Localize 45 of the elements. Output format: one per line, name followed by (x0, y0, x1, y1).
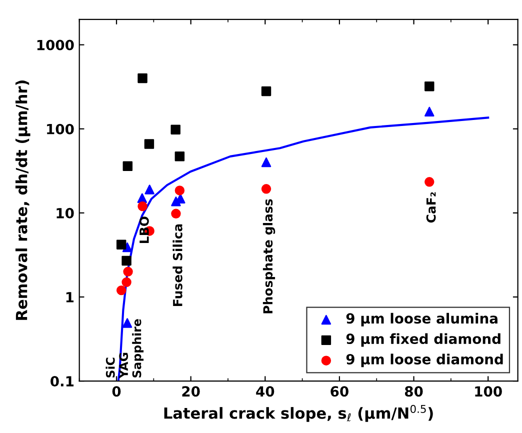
annotation: Sapphire (132, 319, 144, 378)
point (261, 157, 272, 168)
y-tick-label: 0.1 (50, 376, 74, 387)
point (144, 139, 154, 149)
x-tick-label: 20 (182, 386, 200, 397)
point (174, 152, 185, 162)
point (122, 256, 132, 266)
point (123, 266, 133, 277)
legend-label: 9 μm loose alumina (346, 312, 498, 326)
x-axis-title: Lateral crack slope, s$_{ℓ}$ (μm/N$^{0.5}$) (164, 404, 433, 422)
annotation: Fused Silica (172, 224, 182, 306)
annotation: Phosphate glass (262, 199, 276, 314)
point (170, 124, 180, 134)
x-tick-label: 80 (404, 386, 423, 397)
point (171, 208, 181, 219)
y-tick-label: 10 (56, 208, 74, 218)
point (122, 277, 132, 288)
annotation: LBO (139, 216, 149, 243)
annotation: YAG (119, 352, 128, 378)
x-tick-label: 60 (330, 386, 348, 397)
point (261, 86, 272, 96)
x-tick-label: 40 (256, 386, 274, 397)
point (122, 161, 133, 172)
point (138, 201, 148, 212)
point (424, 82, 434, 92)
point (116, 240, 126, 250)
annotation: SiC (106, 358, 115, 378)
point (424, 106, 434, 117)
point (138, 73, 148, 84)
y-tick-label: 1000 (37, 40, 74, 50)
annotation: CaF₂ (426, 192, 436, 223)
point (261, 184, 272, 194)
x-tick-label: 100 (475, 386, 502, 397)
y-tick-label: 1 (66, 292, 74, 302)
point (137, 193, 148, 203)
legend-label: 9 μm loose diamond (346, 354, 503, 368)
y-tick-label: 100 (47, 124, 74, 134)
point (122, 318, 132, 328)
y-axis-title: Removal rate, dh/dt (μm/hr) (15, 80, 30, 320)
legend-label: 9 μm fixed diamond (346, 333, 500, 347)
point (174, 186, 185, 196)
x-tick-label: 0 (112, 386, 121, 397)
point (116, 285, 126, 296)
point (144, 184, 154, 194)
point (424, 177, 434, 187)
